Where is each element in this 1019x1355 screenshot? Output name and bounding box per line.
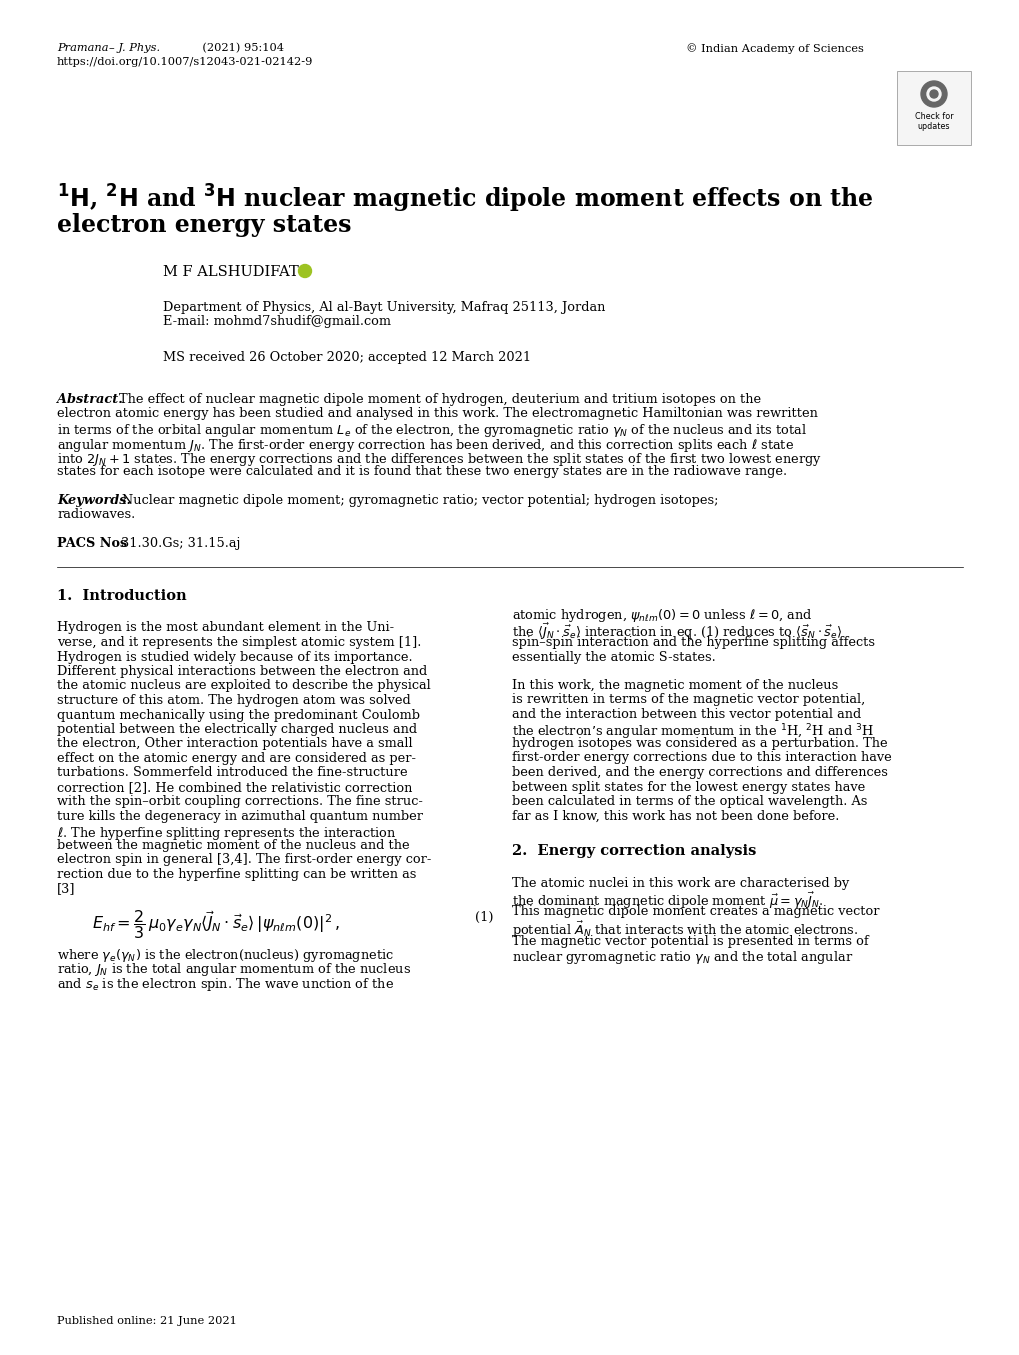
Text: PACS Nos: PACS Nos xyxy=(57,537,127,550)
Text: with the spin–orbit coupling corrections. The fine struc-: with the spin–orbit coupling corrections… xyxy=(57,795,423,809)
Text: Department of Physics, Al al-Bayt University, Mafraq 25113, Jordan: Department of Physics, Al al-Bayt Univer… xyxy=(163,301,605,314)
Text: verse, and it represents the simplest atomic system [1].: verse, and it represents the simplest at… xyxy=(57,635,421,649)
Circle shape xyxy=(929,89,937,98)
Text: spin–spin interaction and the hyperfine splitting affects: spin–spin interaction and the hyperfine … xyxy=(512,635,874,649)
Text: nuclear gyromagnetic ratio $\gamma_N$ and the total angular: nuclear gyromagnetic ratio $\gamma_N$ an… xyxy=(512,948,852,966)
Text: (2021) 95:104: (2021) 95:104 xyxy=(177,43,283,53)
Text: been calculated in terms of the optical wavelength. As: been calculated in terms of the optical … xyxy=(512,795,866,808)
Circle shape xyxy=(926,87,941,102)
Text: M F ALSHUDIFAT: M F ALSHUDIFAT xyxy=(163,266,299,279)
Text: Hydrogen is studied widely because of its importance.: Hydrogen is studied widely because of it… xyxy=(57,650,413,664)
Text: radiowaves.: radiowaves. xyxy=(57,508,136,522)
Text: essentially the atomic S-states.: essentially the atomic S-states. xyxy=(512,650,715,664)
Text: turbations. Sommerfeld introduced the fine-structure: turbations. Sommerfeld introduced the fi… xyxy=(57,767,408,779)
Text: electron spin in general [3,4]. The first-order energy cor-: electron spin in general [3,4]. The firs… xyxy=(57,854,431,866)
Text: correction [2]. He combined the relativistic correction: correction [2]. He combined the relativi… xyxy=(57,780,412,794)
Text: rection due to the hyperfine splitting can be written as: rection due to the hyperfine splitting c… xyxy=(57,869,416,881)
Text: Different physical interactions between the electron and: Different physical interactions between … xyxy=(57,665,427,678)
Text: 1.  Introduction: 1. Introduction xyxy=(57,589,186,603)
Text: Pramana: Pramana xyxy=(57,43,108,53)
Text: 31.30.Gs; 31.15.aj: 31.30.Gs; 31.15.aj xyxy=(121,537,240,550)
Text: iD: iD xyxy=(302,268,308,274)
Text: $\ell$. The hyperfine splitting represents the interaction: $\ell$. The hyperfine splitting represen… xyxy=(57,824,396,841)
Text: and the interaction between this vector potential and: and the interaction between this vector … xyxy=(512,709,860,721)
Text: https://doi.org/10.1007/s12043-021-02142-9: https://doi.org/10.1007/s12043-021-02142… xyxy=(57,57,313,66)
Text: the $\langle\vec{J}_N \cdot \vec{s}_e\rangle$ interaction in eq. (1) reduces to : the $\langle\vec{J}_N \cdot \vec{s}_e\ra… xyxy=(512,622,842,642)
Text: potential $\vec{A}_N$ that interacts with the atomic electrons.: potential $\vec{A}_N$ that interacts wit… xyxy=(512,920,858,940)
Text: between split states for the lowest energy states have: between split states for the lowest ener… xyxy=(512,780,864,794)
Text: electron energy states: electron energy states xyxy=(57,213,352,237)
Text: [3]: [3] xyxy=(57,882,75,896)
Text: between the magnetic moment of the nucleus and the: between the magnetic moment of the nucle… xyxy=(57,839,410,852)
Text: The magnetic vector potential is presented in terms of: The magnetic vector potential is present… xyxy=(512,935,868,947)
Text: The atomic nuclei in this work are characterised by: The atomic nuclei in this work are chara… xyxy=(512,877,849,889)
Text: the dominant magnetic dipole moment $\vec{\mu} = \gamma_N\vec{J}_N$.: the dominant magnetic dipole moment $\ve… xyxy=(512,892,823,912)
Text: atomic hydrogen, $\psi_{n\ell m}(0) = 0$ unless $\ell = 0$, and: atomic hydrogen, $\psi_{n\ell m}(0) = 0$… xyxy=(512,607,812,625)
Text: structure of this atom. The hydrogen atom was solved: structure of this atom. The hydrogen ato… xyxy=(57,694,411,707)
Text: hydrogen isotopes was considered as a perturbation. The: hydrogen isotopes was considered as a pe… xyxy=(512,737,887,751)
Text: (1): (1) xyxy=(475,911,493,924)
Text: angular momentum $J_N$. The first-order energy correction has been derived, and : angular momentum $J_N$. The first-order … xyxy=(57,436,793,454)
Text: where $\gamma_e(\gamma_N)$ is the electron(nucleus) gyromagnetic: where $\gamma_e(\gamma_N)$ is the electr… xyxy=(57,947,393,963)
Text: been derived, and the energy corrections and differences: been derived, and the energy corrections… xyxy=(512,766,887,779)
Text: © Indian Academy of Sciences: © Indian Academy of Sciences xyxy=(686,43,863,54)
Text: – J. Phys.: – J. Phys. xyxy=(109,43,160,53)
Circle shape xyxy=(299,264,311,278)
Text: and $s_e$ is the electron spin. The wave unction of the: and $s_e$ is the electron spin. The wave… xyxy=(57,976,393,993)
Text: the electron, Other interaction potentials have a small: the electron, Other interaction potentia… xyxy=(57,737,413,751)
Text: The effect of nuclear magnetic dipole moment of hydrogen, deuterium and tritium : The effect of nuclear magnetic dipole mo… xyxy=(119,393,760,406)
Text: the electron’s angular momentum in the $^1$H, $^2$H and $^3$H: the electron’s angular momentum in the $… xyxy=(512,722,873,743)
Text: effect on the atomic energy and are considered as per-: effect on the atomic energy and are cons… xyxy=(57,752,416,766)
Text: into $2J_N + 1$ states. The energy corrections and the differences between the s: into $2J_N + 1$ states. The energy corre… xyxy=(57,451,821,467)
Text: Check for: Check for xyxy=(914,112,953,121)
FancyBboxPatch shape xyxy=(896,70,970,145)
Text: is rewritten in terms of the magnetic vector potential,: is rewritten in terms of the magnetic ve… xyxy=(512,694,864,706)
Text: This magnetic dipole moment creates a magnetic vector: This magnetic dipole moment creates a ma… xyxy=(512,905,878,919)
Text: the atomic nucleus are exploited to describe the physical: the atomic nucleus are exploited to desc… xyxy=(57,679,430,692)
Text: E-mail: mohmd7shudif@gmail.com: E-mail: mohmd7shudif@gmail.com xyxy=(163,316,390,328)
Text: states for each isotope were calculated and it is found that these two energy st: states for each isotope were calculated … xyxy=(57,466,787,478)
Text: far as I know, this work has not been done before.: far as I know, this work has not been do… xyxy=(512,809,839,822)
Text: Published online: 21 June 2021: Published online: 21 June 2021 xyxy=(57,1316,236,1327)
Text: updates: updates xyxy=(917,122,950,131)
Text: In this work, the magnetic moment of the nucleus: In this work, the magnetic moment of the… xyxy=(512,679,838,692)
Text: ratio, $J_N$ is the total angular momentum of the nucleus: ratio, $J_N$ is the total angular moment… xyxy=(57,962,411,978)
Text: Keywords.: Keywords. xyxy=(57,495,130,507)
Text: quantum mechanically using the predominant Coulomb: quantum mechanically using the predomina… xyxy=(57,709,420,721)
Text: in terms of the orbital angular momentum $L_e$ of the electron, the gyromagnetic: in terms of the orbital angular momentum… xyxy=(57,421,806,439)
Text: Abstract.: Abstract. xyxy=(57,393,122,406)
Text: 2.  Energy correction analysis: 2. Energy correction analysis xyxy=(512,844,756,858)
Text: Hydrogen is the most abundant element in the Uni-: Hydrogen is the most abundant element in… xyxy=(57,622,393,634)
Text: electron atomic energy has been studied and analysed in this work. The electroma: electron atomic energy has been studied … xyxy=(57,408,817,420)
Text: ture kills the degeneracy in azimuthal quantum number: ture kills the degeneracy in azimuthal q… xyxy=(57,810,423,822)
Circle shape xyxy=(920,81,946,107)
Text: MS received 26 October 2020; accepted 12 March 2021: MS received 26 October 2020; accepted 12… xyxy=(163,351,531,364)
Text: first-order energy corrections due to this interaction have: first-order energy corrections due to th… xyxy=(512,752,891,764)
Text: Nuclear magnetic dipole moment; gyromagnetic ratio; vector potential; hydrogen i: Nuclear magnetic dipole moment; gyromagn… xyxy=(122,495,717,507)
Text: $\mathbf{^1}$$\mathbf{H}$, $\mathbf{^2}$$\mathbf{H}$ and $\mathbf{^3}$$\mathbf{H: $\mathbf{^1}$$\mathbf{H}$, $\mathbf{^2}$… xyxy=(57,183,872,215)
Text: potential between the electrically charged nucleus and: potential between the electrically charg… xyxy=(57,724,417,736)
Text: $E_{hf} = \dfrac{2}{3}\,\mu_0\gamma_e\gamma_N\langle\vec{J}_N \cdot \vec{s}_e\ra: $E_{hf} = \dfrac{2}{3}\,\mu_0\gamma_e\ga… xyxy=(92,908,339,940)
